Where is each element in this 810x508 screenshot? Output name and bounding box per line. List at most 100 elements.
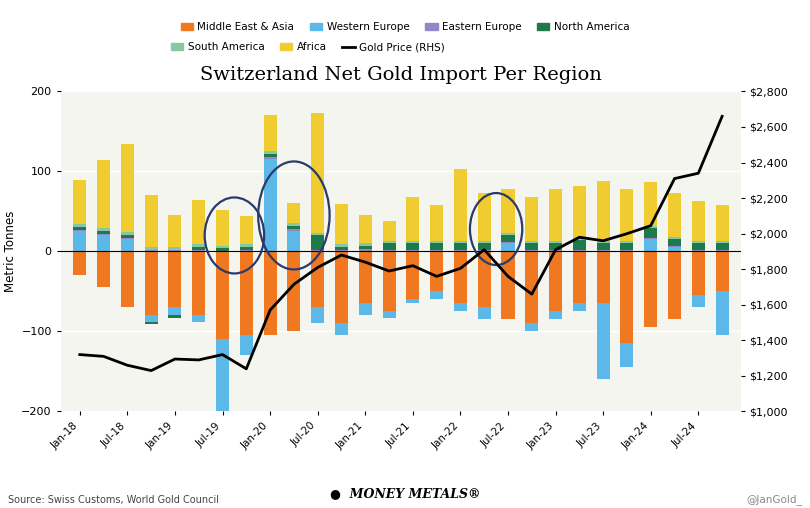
- Bar: [73, 224, 87, 227]
- Bar: [644, 228, 657, 238]
- Bar: [311, 251, 324, 307]
- Bar: [145, 322, 158, 324]
- Bar: [288, 224, 301, 226]
- Bar: [311, 250, 324, 251]
- Bar: [288, 232, 301, 251]
- Bar: [216, 251, 229, 339]
- Bar: [121, 239, 134, 251]
- Bar: [573, 238, 586, 240]
- Bar: [382, 241, 395, 243]
- Bar: [454, 243, 467, 250]
- Bar: [597, 250, 610, 251]
- Bar: [192, 315, 205, 322]
- Legend: Middle East & Asia, Western Europe, Eastern Europe, North America: Middle East & Asia, Western Europe, East…: [177, 18, 633, 36]
- Text: Source: Swiss Customs, World Gold Council: Source: Swiss Customs, World Gold Counci…: [8, 495, 219, 505]
- Bar: [525, 241, 539, 243]
- Bar: [192, 200, 205, 244]
- Bar: [192, 251, 205, 315]
- Bar: [597, 251, 610, 303]
- Bar: [311, 307, 324, 324]
- Bar: [382, 221, 395, 241]
- Bar: [620, 343, 633, 367]
- Bar: [263, 115, 277, 151]
- Bar: [288, 204, 301, 224]
- Bar: [620, 250, 633, 251]
- Bar: [97, 251, 110, 288]
- Bar: [382, 311, 395, 318]
- Bar: [501, 243, 514, 251]
- Bar: [216, 246, 229, 248]
- Bar: [145, 251, 158, 315]
- Bar: [240, 247, 253, 250]
- Bar: [192, 250, 205, 251]
- Bar: [668, 193, 681, 237]
- Bar: [454, 303, 467, 311]
- Bar: [407, 197, 420, 241]
- Bar: [525, 243, 539, 250]
- Bar: [263, 251, 277, 335]
- Bar: [501, 242, 514, 243]
- Bar: [121, 144, 134, 232]
- Bar: [240, 216, 253, 244]
- Bar: [97, 234, 110, 235]
- Bar: [430, 243, 443, 250]
- Bar: [715, 292, 729, 335]
- Bar: [168, 215, 181, 247]
- Bar: [573, 240, 586, 250]
- Bar: [692, 296, 705, 307]
- Bar: [240, 335, 253, 356]
- Bar: [73, 251, 87, 275]
- Bar: [692, 251, 705, 296]
- Bar: [430, 292, 443, 299]
- Bar: [192, 247, 205, 250]
- Bar: [216, 416, 229, 418]
- Bar: [620, 243, 633, 250]
- Bar: [644, 226, 657, 228]
- Bar: [73, 230, 87, 232]
- Bar: [288, 229, 301, 232]
- Bar: [549, 243, 562, 250]
- Bar: [145, 247, 158, 250]
- Bar: [407, 251, 420, 299]
- Bar: [525, 250, 539, 251]
- Bar: [97, 231, 110, 234]
- Bar: [501, 233, 514, 235]
- Bar: [549, 250, 562, 251]
- Bar: [454, 169, 467, 241]
- Bar: [359, 249, 372, 251]
- Bar: [97, 160, 110, 228]
- Bar: [335, 251, 348, 324]
- Bar: [288, 226, 301, 229]
- Bar: [573, 186, 586, 238]
- Bar: [597, 243, 610, 250]
- Bar: [525, 251, 539, 324]
- Bar: [478, 193, 491, 241]
- Bar: [692, 201, 705, 241]
- Bar: [359, 243, 372, 246]
- Bar: [597, 181, 610, 241]
- Bar: [692, 241, 705, 243]
- Bar: [430, 205, 443, 241]
- Bar: [168, 315, 181, 318]
- Bar: [263, 151, 277, 154]
- Bar: [573, 251, 586, 303]
- Bar: [454, 241, 467, 243]
- Bar: [407, 241, 420, 243]
- Bar: [549, 241, 562, 243]
- Bar: [620, 251, 633, 343]
- Bar: [240, 251, 253, 335]
- Bar: [216, 248, 229, 251]
- Bar: [668, 237, 681, 239]
- Bar: [573, 303, 586, 311]
- Bar: [478, 307, 491, 320]
- Bar: [121, 232, 134, 235]
- Bar: [549, 311, 562, 320]
- Bar: [97, 228, 110, 231]
- Bar: [311, 233, 324, 235]
- Bar: [288, 251, 301, 331]
- Bar: [263, 157, 277, 160]
- Bar: [240, 244, 253, 247]
- Bar: [335, 244, 348, 247]
- Bar: [430, 251, 443, 292]
- Bar: [644, 238, 657, 239]
